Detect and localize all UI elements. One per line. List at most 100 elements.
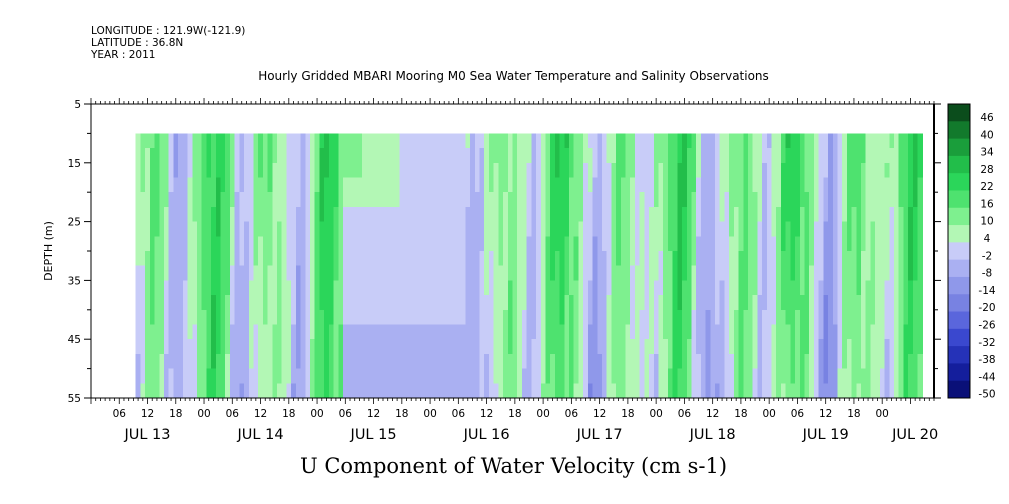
heatmap-cell — [244, 353, 250, 370]
heatmap-cell — [206, 236, 212, 252]
heatmap-cell — [583, 133, 589, 149]
heatmap-cell — [145, 280, 151, 296]
heatmap-cell — [404, 265, 410, 281]
heatmap-cell — [253, 280, 259, 296]
heatmap-cell — [682, 353, 688, 370]
heatmap-cell — [540, 309, 547, 326]
x-hour-label: 18 — [621, 408, 634, 420]
heatmap-cell — [521, 148, 528, 164]
x-day-label: JUL 14 — [237, 427, 284, 443]
heatmap-cell — [474, 353, 481, 370]
heatmap-cell — [592, 221, 598, 237]
heatmap-cell — [427, 148, 434, 164]
heatmap-cell — [267, 353, 273, 370]
heatmap-cell — [300, 339, 306, 355]
heatmap-cell — [842, 339, 848, 355]
heatmap-cell — [531, 251, 537, 267]
heatmap-cell — [484, 236, 490, 252]
heatmap-cell — [451, 192, 457, 208]
heatmap-cell — [705, 295, 711, 311]
heatmap-cell — [201, 148, 207, 164]
heatmap-cell — [601, 206, 608, 223]
heatmap-cell — [324, 133, 330, 149]
heatmap-cell — [771, 324, 777, 340]
heatmap-cell — [620, 295, 627, 311]
heatmap-cell — [875, 295, 881, 311]
heatmap-cell — [357, 148, 363, 164]
heatmap-cell — [357, 280, 363, 296]
heatmap-cell — [842, 162, 848, 179]
heatmap-cell — [724, 221, 730, 237]
heatmap-cell — [757, 309, 763, 326]
colorbar-label: 40 — [980, 129, 993, 141]
heatmap-cell — [578, 383, 584, 399]
heatmap-cell — [616, 353, 622, 370]
heatmap-cell — [291, 383, 297, 399]
heatmap-cell — [898, 280, 904, 296]
heatmap-cell — [644, 339, 650, 355]
heatmap-cell — [470, 177, 476, 193]
heatmap-cell — [766, 177, 773, 193]
heatmap-cell — [875, 192, 881, 208]
heatmap-cell — [512, 148, 518, 164]
heatmap-cell — [832, 221, 839, 237]
heatmap-cell — [408, 251, 415, 267]
heatmap-cell — [828, 280, 834, 296]
heatmap-cell — [517, 177, 523, 193]
heatmap-cell — [277, 280, 283, 296]
heatmap-cell — [644, 177, 650, 193]
heatmap-cell — [385, 177, 391, 193]
heatmap-cell — [178, 206, 184, 223]
heatmap-cell — [474, 368, 481, 384]
heatmap-cell — [559, 368, 565, 384]
heatmap-cell — [846, 133, 853, 149]
heatmap-cell — [173, 236, 179, 252]
heatmap-cell — [248, 221, 255, 237]
heatmap-cell — [352, 324, 358, 340]
heatmap-cell — [253, 133, 259, 149]
heatmap-cell — [634, 251, 641, 267]
heatmap-cell — [305, 251, 311, 267]
heatmap-cell — [625, 206, 631, 223]
heatmap-cell — [559, 383, 565, 399]
heatmap-cell — [182, 339, 189, 355]
heatmap-cell — [559, 353, 565, 370]
heatmap-cell — [790, 148, 796, 164]
heatmap-cell — [630, 206, 636, 223]
heatmap-cell — [187, 280, 193, 296]
x-hour-label: 18 — [282, 408, 295, 420]
heatmap-cell — [465, 192, 471, 208]
heatmap-cell — [879, 295, 886, 311]
heatmap-cell — [333, 162, 339, 179]
heatmap-cell — [559, 265, 565, 281]
heatmap-cell — [413, 309, 419, 326]
heatmap-cell — [677, 251, 683, 267]
heatmap-cell — [168, 295, 175, 311]
heatmap-cell — [606, 353, 612, 370]
heatmap-cell — [700, 280, 707, 296]
heatmap-cell — [846, 295, 853, 311]
heatmap-cell — [912, 162, 919, 179]
heatmap-cell — [912, 236, 919, 252]
heatmap-cell — [766, 339, 773, 355]
heatmap-cell — [545, 148, 551, 164]
heatmap-cell — [667, 162, 674, 179]
heatmap-cell — [611, 221, 617, 237]
heatmap-cell — [375, 383, 382, 399]
heatmap-cell — [371, 236, 377, 252]
heatmap-cell — [484, 339, 490, 355]
heatmap-cell — [154, 280, 160, 296]
heatmap-cell — [140, 383, 146, 399]
heatmap-cell — [324, 251, 330, 267]
heatmap-cell — [291, 265, 297, 281]
heatmap-cell — [870, 133, 876, 149]
heatmap-cell — [319, 221, 325, 237]
heatmap-cell — [248, 177, 255, 193]
heatmap-cell — [319, 280, 325, 296]
heatmap-cell — [856, 339, 862, 355]
heatmap-cell — [484, 148, 490, 164]
heatmap-cell — [583, 177, 589, 193]
heatmap-cell — [771, 206, 777, 223]
heatmap-cell — [700, 177, 707, 193]
heatmap-cell — [399, 383, 405, 399]
